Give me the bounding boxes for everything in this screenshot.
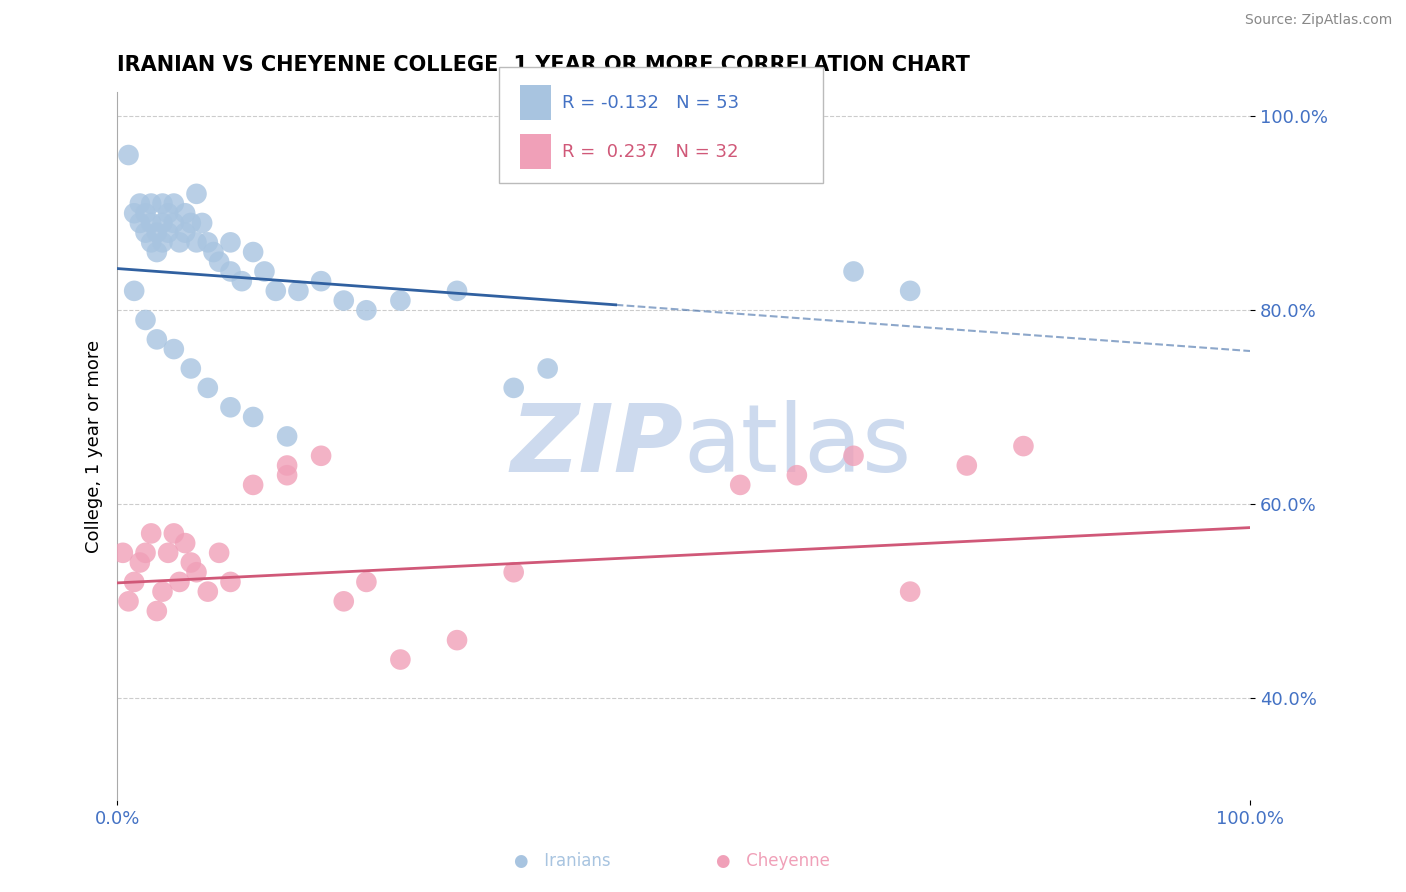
Point [309,274,332,288]
Point [446,633,468,648]
Point [128,216,150,230]
Point [446,284,468,298]
Point [174,206,197,220]
Point [219,264,242,278]
Point [146,226,169,240]
Point [242,245,264,260]
Point [276,458,298,473]
Point [146,604,169,618]
Point [191,216,214,230]
Point [842,449,865,463]
Point [141,216,163,230]
Point [157,546,180,560]
Point [157,226,180,240]
Point [180,361,202,376]
Point [146,332,169,346]
Point [134,206,156,220]
Point [1012,439,1035,453]
Point [180,556,202,570]
Point [117,148,139,162]
Point [219,235,242,250]
Point [152,235,174,250]
Point [186,186,208,201]
Text: IRANIAN VS CHEYENNE COLLEGE, 1 YEAR OR MORE CORRELATION CHART: IRANIAN VS CHEYENNE COLLEGE, 1 YEAR OR M… [117,55,970,75]
Point [898,584,921,599]
Point [122,574,145,589]
Point [152,216,174,230]
Point [208,254,231,268]
Point [276,429,298,443]
Point [169,574,191,589]
Point [122,206,145,220]
Point [253,264,276,278]
Point [208,546,231,560]
Point [219,574,242,589]
Point [309,449,332,463]
Point [186,235,208,250]
Point [956,458,979,473]
Point [163,196,186,211]
Point [264,284,287,298]
Point [146,245,169,260]
Point [141,196,163,211]
Point [242,409,264,424]
Point [134,313,156,327]
Point [163,216,186,230]
Point [157,206,180,220]
Point [134,546,156,560]
Point [786,468,808,483]
Point [174,226,197,240]
Point [141,235,163,250]
Point [117,594,139,608]
Point [242,478,264,492]
Point [202,245,225,260]
Point [134,226,156,240]
Point [356,303,378,318]
Point [141,526,163,541]
Text: Source: ZipAtlas.com: Source: ZipAtlas.com [1244,13,1392,28]
Point [502,381,524,395]
Point [389,293,412,308]
Point [842,264,865,278]
Point [163,342,186,356]
Point [287,284,309,298]
Point [332,293,354,308]
Point [111,546,134,560]
Point [122,284,145,298]
Point [219,401,242,415]
Text: R = -0.132   N = 53: R = -0.132 N = 53 [562,94,740,112]
Point [728,478,751,492]
Text: R =  0.237   N = 32: R = 0.237 N = 32 [562,143,740,161]
Point [197,381,219,395]
Point [197,584,219,599]
Point [356,574,378,589]
Y-axis label: College, 1 year or more: College, 1 year or more [86,340,103,553]
Text: ●   Cheyenne: ● Cheyenne [717,852,830,870]
Point [163,526,186,541]
Point [231,274,253,288]
Text: ZIP: ZIP [510,401,683,492]
Point [537,361,560,376]
Point [898,284,921,298]
Point [332,594,354,608]
Point [128,196,150,211]
Point [502,566,524,580]
Point [197,235,219,250]
Point [180,216,202,230]
Point [152,584,174,599]
Point [389,652,412,666]
Point [186,566,208,580]
Text: atlas: atlas [683,401,912,492]
Point [128,556,150,570]
Point [276,468,298,483]
Point [174,536,197,550]
Point [152,196,174,211]
Text: ●   Iranians: ● Iranians [515,852,610,870]
Point [169,235,191,250]
